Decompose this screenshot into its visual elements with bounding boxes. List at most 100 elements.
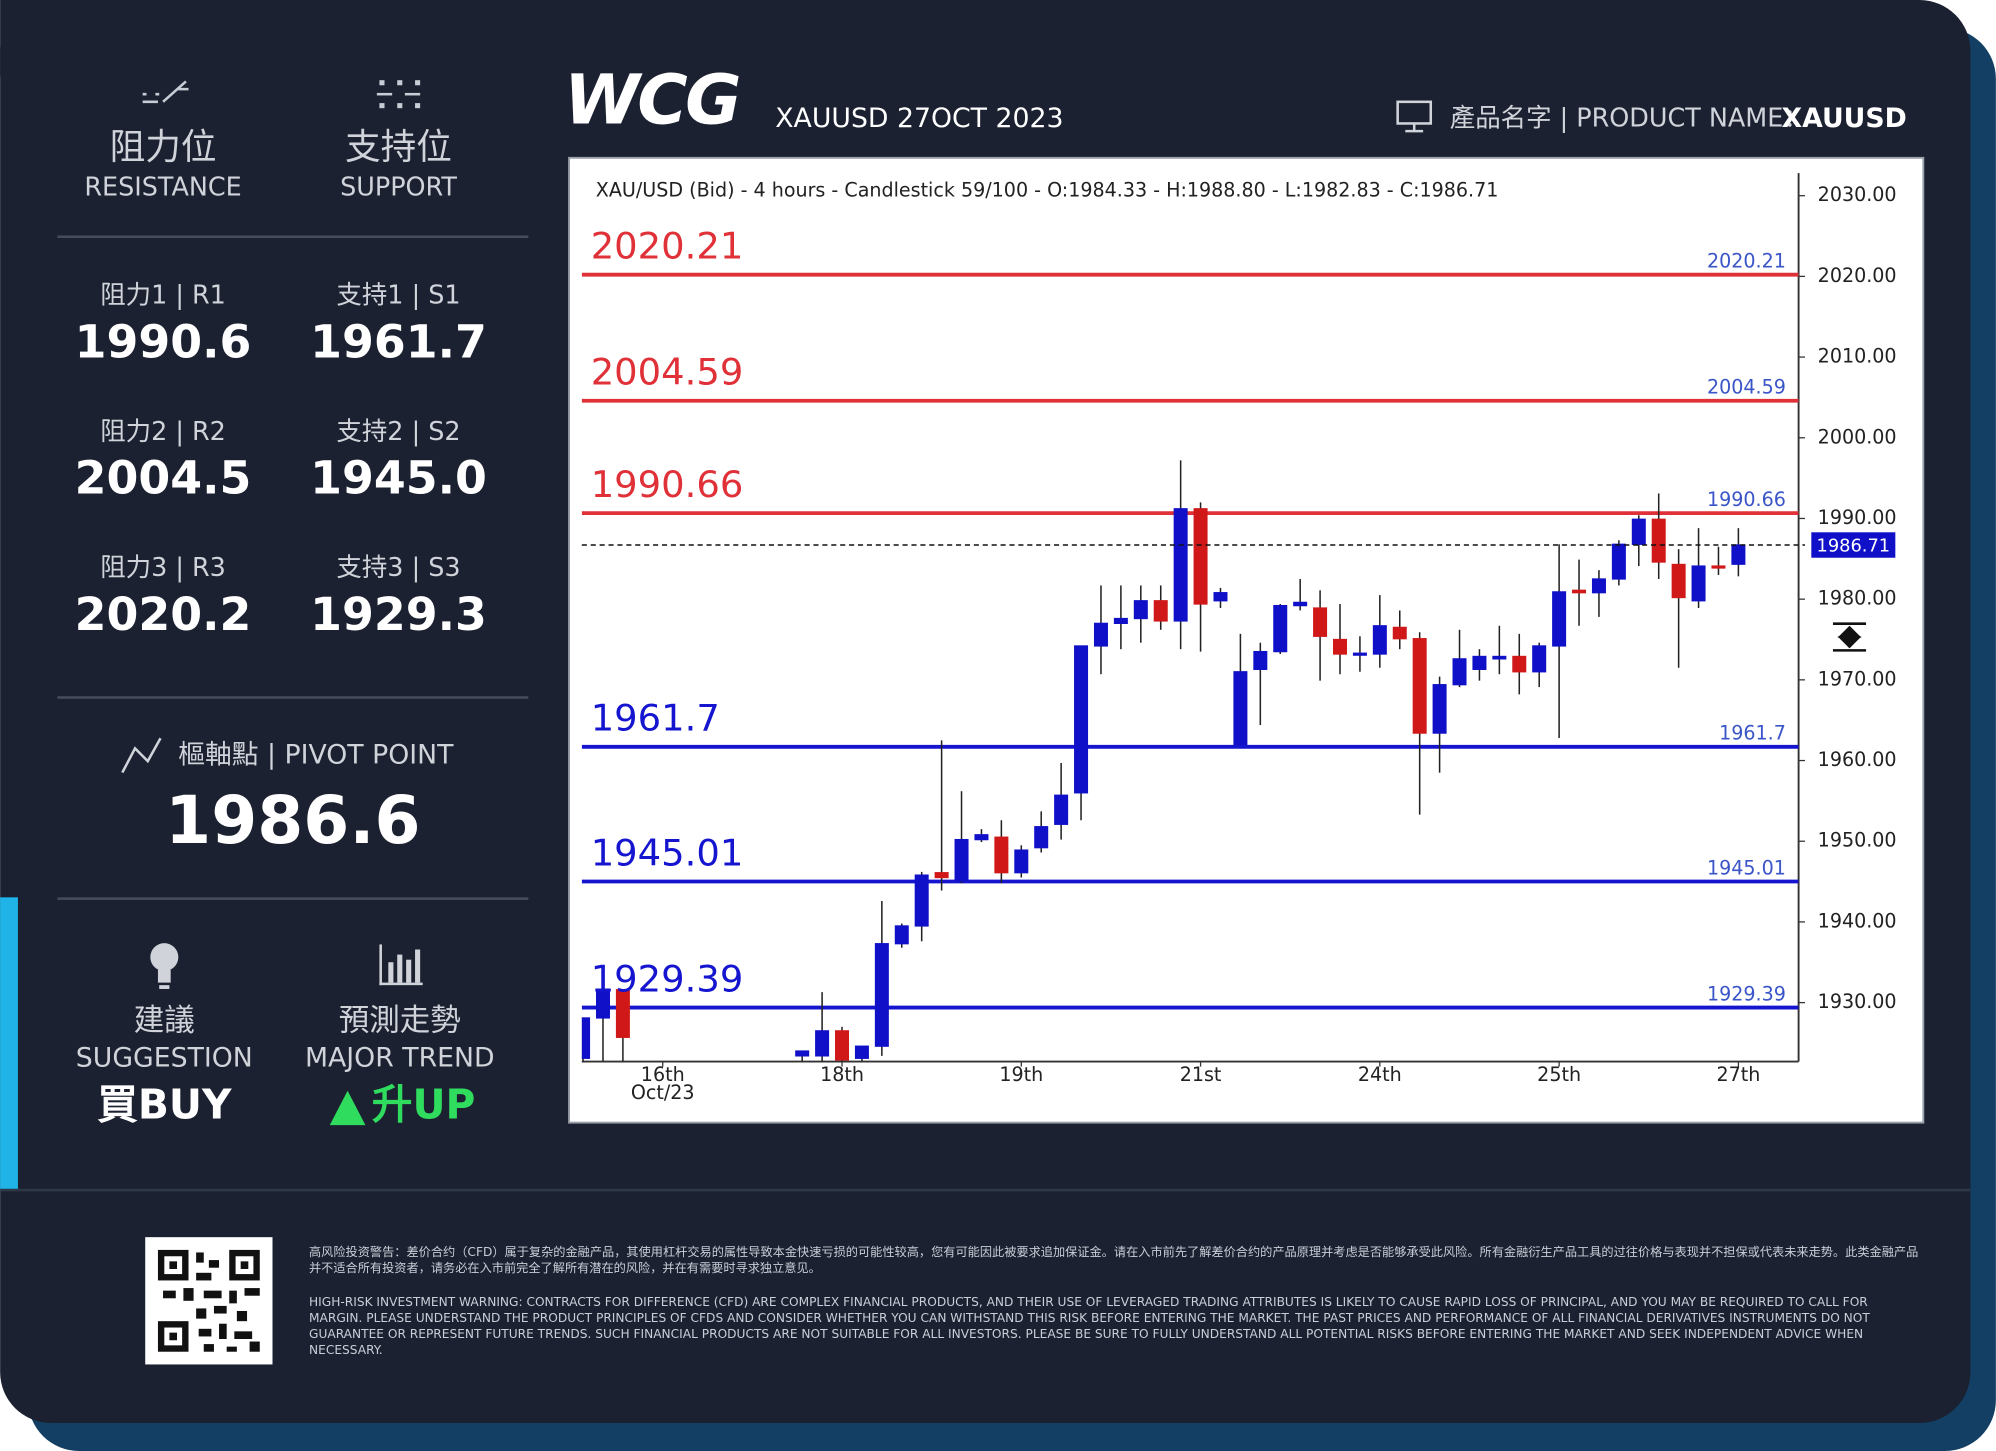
x-tick-label: 16th: [641, 1063, 685, 1086]
candle-body: [1432, 684, 1447, 734]
candle-body: [1452, 658, 1467, 686]
y-tick-label: 1990.00: [1818, 506, 1897, 529]
candle-body: [974, 834, 989, 841]
y-tick-label: 1980.00: [1818, 587, 1897, 610]
level-label: 1961.7: [591, 697, 720, 740]
trend-zh: 預測走勢: [339, 1004, 461, 1039]
s-label: 支持2 | S2: [336, 417, 460, 447]
candle-body: [934, 872, 949, 879]
pivot-label: 樞軸點 | PIVOT POINT: [178, 740, 454, 771]
disclaimer-zh: 高风险投资警告：差价合约（CFD）属于复杂的金融产品，其使用杠杆交易的属性导致本…: [309, 1245, 1919, 1275]
disclaimer-en: HIGH-RISK INVESTMENT WARNING: CONTRACTS …: [309, 1295, 1870, 1357]
pivot-icon: [121, 737, 162, 774]
chart: XAU/USD (Bid) - 4 hours - Candlestick 59…: [581, 173, 1897, 1104]
chart-frame: [568, 156, 1925, 1124]
candle-body: [1093, 622, 1108, 647]
level-tag: 1961.7: [1719, 722, 1786, 745]
pivot-value: 1986.6: [165, 782, 420, 859]
x-tick-label: 27th: [1716, 1063, 1760, 1086]
level-tag: 1929.39: [1707, 982, 1786, 1005]
x-tick-label: 21st: [1180, 1063, 1222, 1086]
chart-title: XAU/USD (Bid) - 4 hours - Candlestick 59…: [596, 178, 1499, 201]
x-tick-label: 18th: [820, 1063, 864, 1086]
level-tag: 1945.01: [1707, 856, 1786, 879]
product-name: XAUUSD: [1782, 103, 1907, 134]
candle-body: [1611, 543, 1626, 580]
candle-body: [1233, 671, 1248, 746]
y-tick-label: 1970.00: [1818, 667, 1897, 690]
monitor-icon: [1396, 100, 1433, 133]
candle-body: [854, 1045, 869, 1059]
candle-body: [874, 943, 889, 1047]
support-en: SUPPORT: [340, 172, 457, 202]
candle-body: [1651, 518, 1666, 563]
candle-body: [1113, 617, 1128, 624]
candle-body: [1412, 638, 1427, 734]
current-price-box: [1811, 532, 1896, 558]
candle-body: [1572, 589, 1587, 594]
candle-body: [795, 1050, 810, 1057]
level-label: 1945.01: [591, 831, 744, 874]
level-label: 1990.66: [591, 463, 744, 506]
candle-body: [1392, 626, 1407, 640]
candle-body: [894, 925, 909, 945]
level-tag: 2020.21: [1707, 249, 1786, 272]
s-label: 支持1 | S1: [336, 281, 460, 311]
candle-body: [1193, 508, 1208, 605]
s-label: 支持3 | S3: [336, 553, 460, 583]
x-tick-label: 19th: [999, 1063, 1043, 1086]
candle-body: [1512, 655, 1527, 673]
candle-body: [1313, 607, 1328, 637]
suggestion-en: SUGGESTION: [76, 1042, 253, 1073]
plot: [581, 272, 1799, 1062]
y-tick-label: 2000.00: [1818, 425, 1897, 448]
candle-body: [1631, 518, 1646, 545]
product-label: 產品名字 | PRODUCT NAME：: [1450, 104, 1809, 134]
qr-pattern: [157, 1249, 260, 1352]
level-label: 2020.21: [591, 224, 744, 267]
resistance-en: RESISTANCE: [84, 172, 241, 202]
candle-body: [954, 838, 969, 882]
candle-body: [1691, 565, 1706, 602]
candle-body: [835, 1030, 850, 1061]
candle-body: [1591, 578, 1606, 594]
r-value: 2004.5: [75, 451, 252, 505]
candle-body: [1014, 849, 1029, 874]
candle-body: [1333, 638, 1348, 655]
candle-body: [581, 1017, 591, 1059]
s-value: 1945.0: [310, 451, 487, 505]
y-tick-label: 2020.00: [1818, 264, 1897, 287]
candle-body: [595, 989, 610, 1019]
level-label: 1929.39: [591, 957, 744, 1000]
trend-en: MAJOR TREND: [305, 1042, 495, 1073]
scale-icon: [1832, 622, 1867, 652]
s-value: 1961.7: [310, 314, 487, 368]
x-month-label: Oct/23: [631, 1081, 695, 1104]
header-subtitle: XAUUSD 27OCT 2023: [775, 103, 1063, 134]
candle-body: [1173, 508, 1188, 622]
candle-body: [1532, 645, 1547, 673]
candle-body: [1153, 600, 1168, 622]
r-value: 2020.2: [75, 587, 252, 641]
logo: WCG: [564, 60, 739, 140]
y-tick-label: 2010.00: [1818, 345, 1897, 368]
resistance-zh: 阻力位: [110, 127, 217, 168]
candle-body: [1472, 655, 1487, 670]
y-tick-label: 1930.00: [1818, 990, 1897, 1013]
x-tick-label: 25th: [1537, 1063, 1581, 1086]
candle-body: [1074, 645, 1089, 794]
candle-body: [1213, 592, 1228, 602]
candle-body: [1731, 544, 1746, 565]
x-tick-label: 24th: [1358, 1063, 1402, 1086]
current-price-label: 1986.71: [1817, 535, 1891, 556]
bars-icon: [379, 944, 423, 986]
trend-value: 升UP: [372, 1080, 476, 1128]
corner: [0, 0, 77, 77]
s-value: 1929.3: [310, 587, 487, 641]
y-tick-label: 1950.00: [1818, 829, 1897, 852]
level-tag: 1990.66: [1707, 488, 1786, 511]
candle-body: [1133, 600, 1148, 620]
candle-body: [1293, 601, 1308, 607]
